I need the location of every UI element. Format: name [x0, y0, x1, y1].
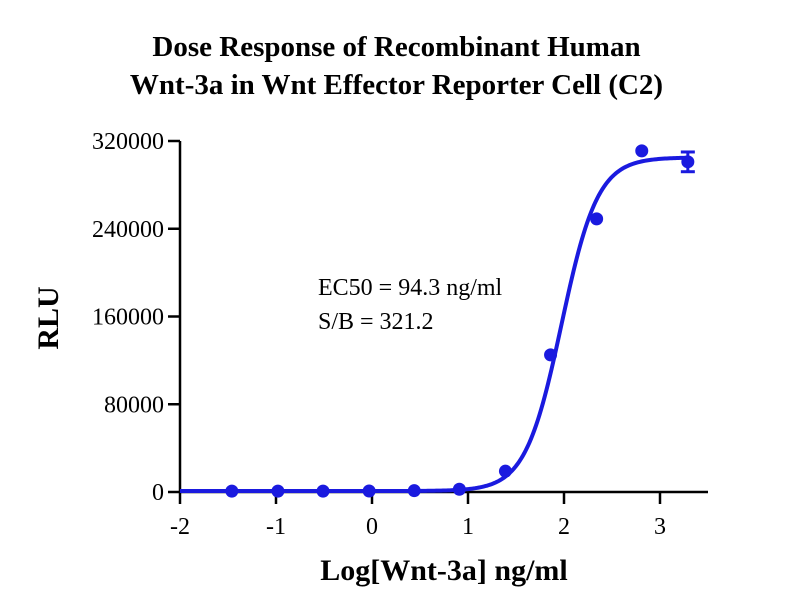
x-tick-label: 3 — [654, 514, 666, 540]
fit-curve-layer — [180, 155, 689, 494]
x-tick-label: 2 — [558, 514, 570, 540]
fit-curve — [180, 155, 689, 494]
chart-title-line-2: Wnt-3a in Wnt Effector Reporter Cell (C2… — [129, 69, 664, 101]
y-tick-label: 80000 — [104, 392, 164, 418]
y-tick-label: 0 — [152, 480, 164, 506]
data-point — [362, 484, 376, 498]
data-point — [590, 212, 604, 226]
data-points-layer — [225, 144, 695, 498]
data-point — [316, 484, 330, 498]
y-tick-label: 320000 — [92, 129, 164, 155]
data-point — [225, 484, 239, 498]
x-tick-label: -2 — [170, 514, 190, 540]
data-point — [635, 144, 649, 158]
y-axis-title: RLU — [32, 286, 65, 349]
chart-title-line-1: Dose Response of Recombinant Human — [152, 31, 641, 63]
y-tick-label: 160000 — [92, 305, 164, 331]
x-axis-title: Log[Wnt-3a] ng/ml — [320, 554, 568, 587]
data-point — [544, 348, 558, 362]
data-point — [271, 484, 285, 498]
x-tick-label: -1 — [266, 514, 286, 540]
sb-annotation: S/B = 321.2 — [318, 309, 434, 335]
data-point — [407, 484, 421, 498]
x-tick-label: 0 — [366, 514, 378, 540]
data-point — [498, 464, 512, 478]
axes: 0 80000 160000 240000 320000 -2 -1 0 1 2 3 — [92, 129, 708, 540]
data-point — [681, 155, 695, 169]
data-point — [452, 482, 466, 496]
x-tick-label: 1 — [462, 514, 474, 540]
ec50-annotation: EC50 = 94.3 ng/ml — [318, 275, 503, 301]
chart-title: Dose Response of Recombinant Human Wnt-3… — [0, 28, 793, 104]
y-tick-label: 240000 — [92, 217, 164, 243]
